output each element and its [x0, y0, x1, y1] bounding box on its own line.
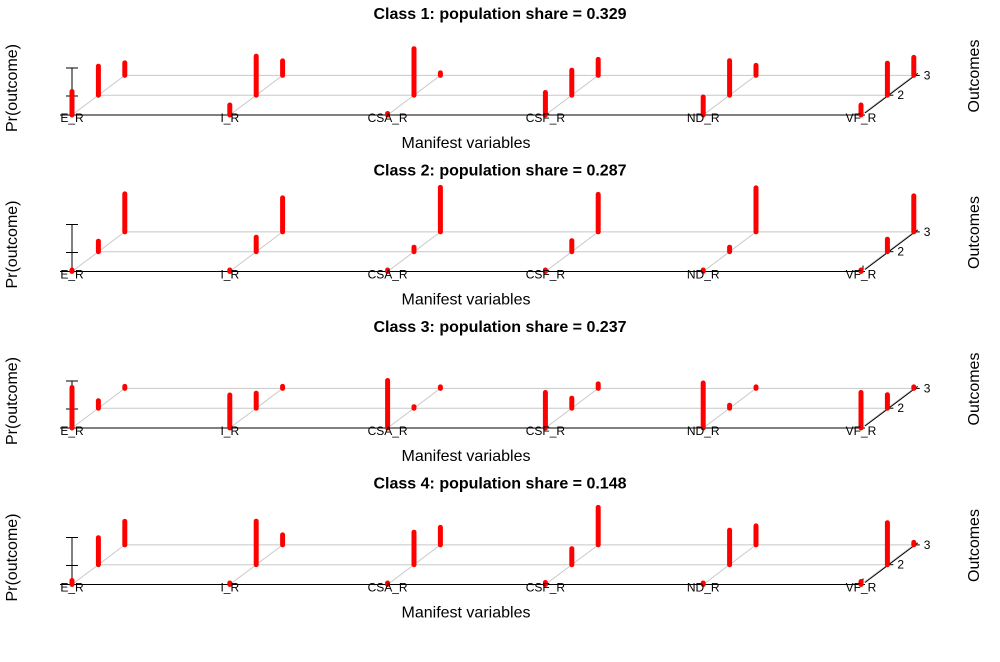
x-tick-label: E_R [60, 111, 84, 125]
outcome-axis-line [864, 229, 919, 270]
x-tick-label: E_R [60, 581, 84, 595]
x-tick-label: CSF_R [526, 268, 566, 282]
outcome-tick-label: 2 [897, 558, 904, 572]
outcome-axis-label: Outcomes [966, 509, 983, 582]
x-tick-label: I_R [220, 268, 239, 282]
chart-panel-4: Class 4: population share = 0.148 2 3 E_R I_… [4, 476, 983, 622]
y-axis-label: Pr(outcome) [4, 200, 21, 288]
chart-panel-2: Class 2: population share = 0.287 2 3 E_R I_… [4, 163, 983, 309]
outcome-tick-label: 3 [924, 68, 931, 82]
outcome-tick-label: 2 [897, 88, 904, 102]
x-tick-label: ND_R [687, 581, 720, 595]
x-tick-label: CSA_R [368, 111, 408, 125]
chart-title: Class 1: population share = 0.329 [374, 6, 627, 23]
y-axis-label: Pr(outcome) [4, 513, 21, 601]
x-tick-label: VF_R [846, 111, 877, 125]
x-tick-label: CSA_R [368, 424, 408, 438]
outcome-tick-label: 2 [897, 245, 904, 259]
chart-panel-1: Class 1: population share = 0.329 2 3 E_R I_… [4, 6, 983, 152]
x-tick-label: VF_R [846, 268, 877, 282]
outcome-axis-label: Outcomes [966, 40, 983, 113]
x-tick-label: VF_R [846, 424, 877, 438]
x-tick-label: CSF_R [526, 111, 566, 125]
y-axis-label: Pr(outcome) [4, 44, 21, 132]
outcome-tick-label: 3 [924, 225, 931, 239]
x-tick-label: I_R [220, 581, 239, 595]
chart-title: Class 3: population share = 0.237 [374, 319, 627, 336]
x-tick-label: E_R [60, 424, 84, 438]
outcome-axis-label: Outcomes [966, 196, 983, 269]
x-tick-label: I_R [220, 424, 239, 438]
x-tick-label: E_R [60, 268, 84, 282]
outcome-tick-label: 2 [897, 401, 904, 415]
outcome-axis-line [864, 73, 919, 114]
x-tick-label: CSF_R [526, 581, 566, 595]
chart-title: Class 2: population share = 0.287 [374, 163, 627, 180]
x-tick-label: CSA_R [368, 268, 408, 282]
x-tick-label: CSA_R [368, 581, 408, 595]
x-tick-label: VF_R [846, 581, 877, 595]
x-axis-label: Manifest variables [402, 605, 531, 622]
chart-title: Class 4: population share = 0.148 [374, 476, 627, 493]
outcome-tick-label: 3 [924, 381, 931, 395]
outcome-axis-label: Outcomes [966, 353, 983, 426]
x-tick-label: I_R [220, 111, 239, 125]
x-tick-label: ND_R [687, 268, 720, 282]
x-tick-label: ND_R [687, 111, 720, 125]
x-axis-label: Manifest variables [402, 448, 531, 465]
x-tick-label: ND_R [687, 424, 720, 438]
outcome-tick-label: 3 [924, 538, 931, 552]
x-axis-label: Manifest variables [402, 292, 531, 309]
y-axis-label: Pr(outcome) [4, 357, 21, 445]
x-tick-label: CSF_R [526, 424, 566, 438]
chart-panel-3: Class 3: population share = 0.237 2 3 E_R I_… [4, 319, 983, 465]
outcome-axis-line [864, 542, 919, 583]
x-axis-label: Manifest variables [402, 135, 531, 152]
outcome-axis-line [864, 385, 919, 427]
